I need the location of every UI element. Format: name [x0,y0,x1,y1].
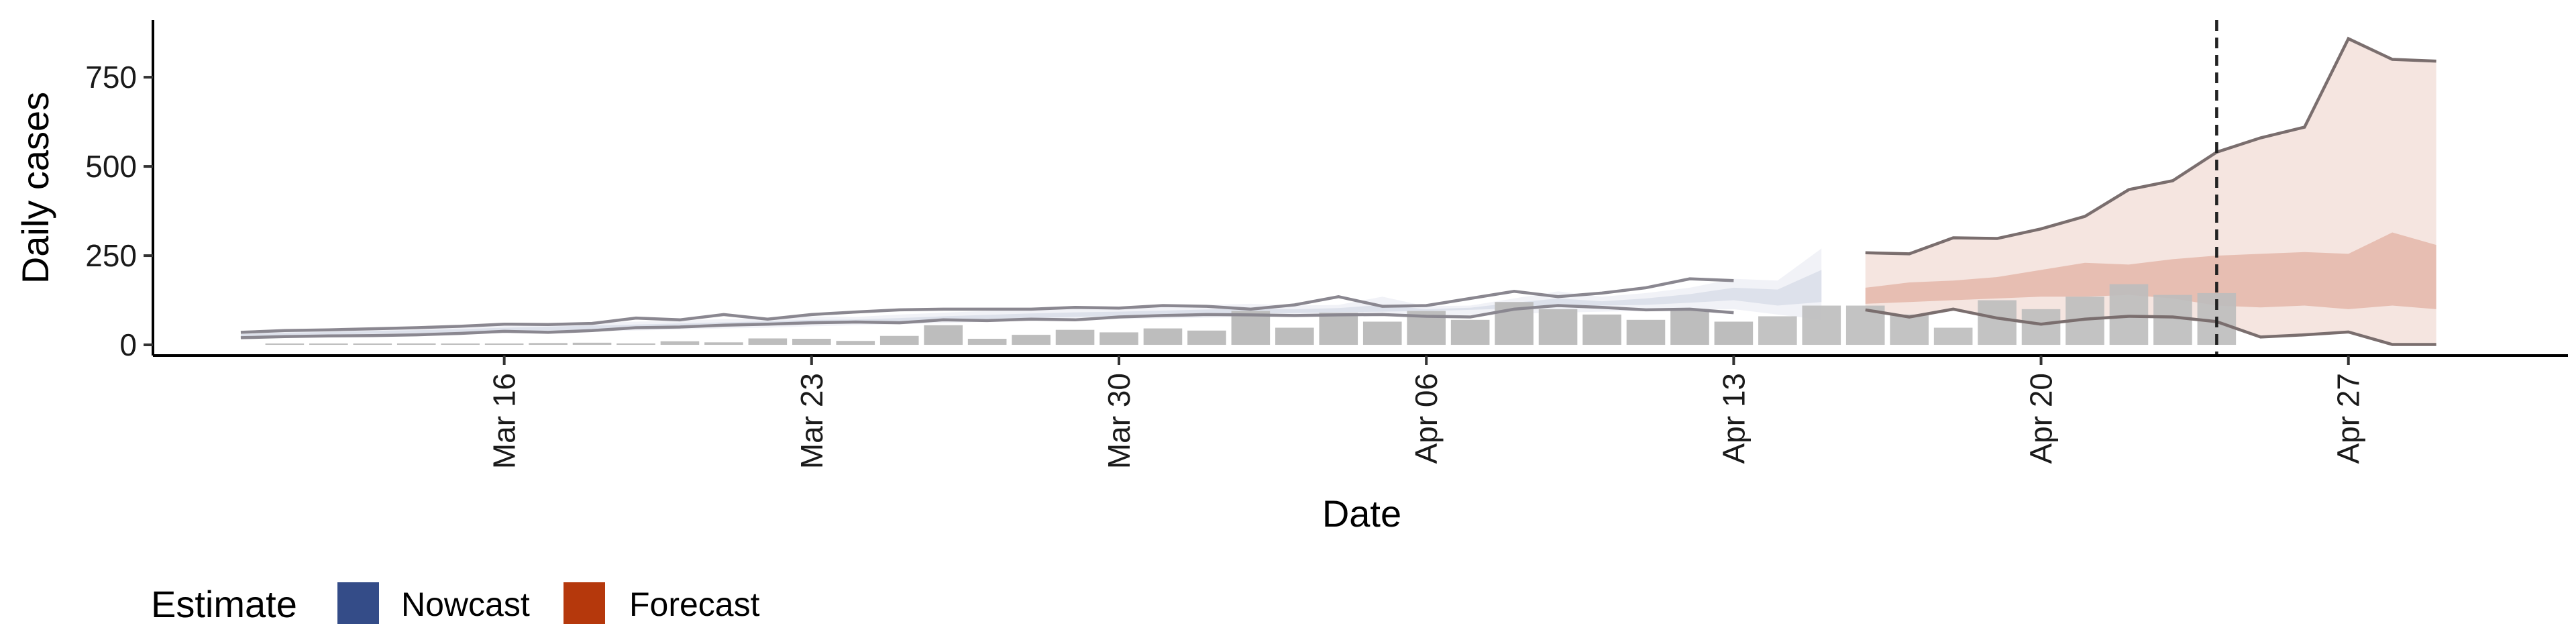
bar [1538,309,1578,345]
bar [748,338,788,345]
bar [967,339,1007,345]
bar [1362,321,1402,345]
y-tick-label: 750 [85,60,137,95]
bar [660,341,700,345]
plot-area [240,20,2436,356]
bar [1714,321,1754,345]
nowcast-lower-line [240,304,1734,339]
bar [1187,330,1226,345]
bar [1758,316,1797,345]
bar [616,343,655,345]
bar [572,342,612,345]
bar [1670,309,1709,345]
bar [1231,311,1271,345]
x-tick-label: Mar 23 [794,373,829,469]
forecast-band-50 [1865,232,2436,309]
x-tick-label: Apr 20 [2024,373,2059,464]
bar [529,343,568,345]
legend-label-forecast: Forecast [629,586,760,623]
bar [1582,314,1621,345]
bar [396,343,436,345]
legend: Estimate Nowcast Forecast [151,582,760,625]
bar [441,343,480,345]
bar [1143,328,1183,345]
bar [1890,314,1929,345]
x-axis-ticks: Mar 16 Mar 23 Mar 30 Apr 06 Apr 13 Apr 20 Apr … [487,356,2366,469]
bar [1802,305,1841,345]
x-tick-label: Apr 13 [1716,373,1751,464]
bar [704,342,743,345]
legend-swatch-nowcast [337,582,379,624]
bar [1012,335,1051,345]
nowcast-upper-line [240,277,1734,334]
bar [309,343,348,345]
reported-cases-bars [265,284,2237,345]
y-tick-label: 0 [119,327,137,362]
legend-label-nowcast: Nowcast [401,586,530,623]
bar [879,335,919,345]
legend-swatch-forecast [564,582,605,624]
bar [265,343,305,345]
legend-title: Estimate [151,583,297,625]
y-tick-label: 250 [85,238,137,273]
y-axis-title: Daily cases [14,92,56,284]
band-outline-lines [240,36,2436,346]
bar [1626,319,1666,345]
bar [1055,329,1095,345]
bar [353,343,392,345]
forecast-bands [1865,38,2436,345]
bar [792,339,831,345]
forecast-lower-line [1865,307,2436,346]
axes: 0 250 500 750 Mar 16 Mar 23 Mar 30 Apr 06 Apr 1… [85,20,2568,469]
forecast-upper-line [1865,36,2436,256]
bar [1978,300,2017,345]
x-tick-label: Mar 16 [487,373,522,469]
x-tick-label: Apr 27 [2331,373,2366,464]
bar [2109,284,2149,345]
y-axis-ticks: 0 250 500 750 [85,60,153,362]
bar [836,341,875,345]
bar [484,343,524,345]
x-tick-label: Apr 06 [1409,373,1444,464]
x-tick-label: Mar 30 [1102,373,1136,469]
bar [2021,309,2061,345]
bar [1933,327,1973,345]
y-tick-label: 500 [85,149,137,184]
bar [1450,319,1490,345]
x-axis-title: Date [1322,492,1401,535]
bar [1319,313,1358,345]
bar [1275,327,1314,345]
bar [924,325,963,345]
forecast-band-90 [1865,38,2436,345]
bar [1099,332,1138,345]
